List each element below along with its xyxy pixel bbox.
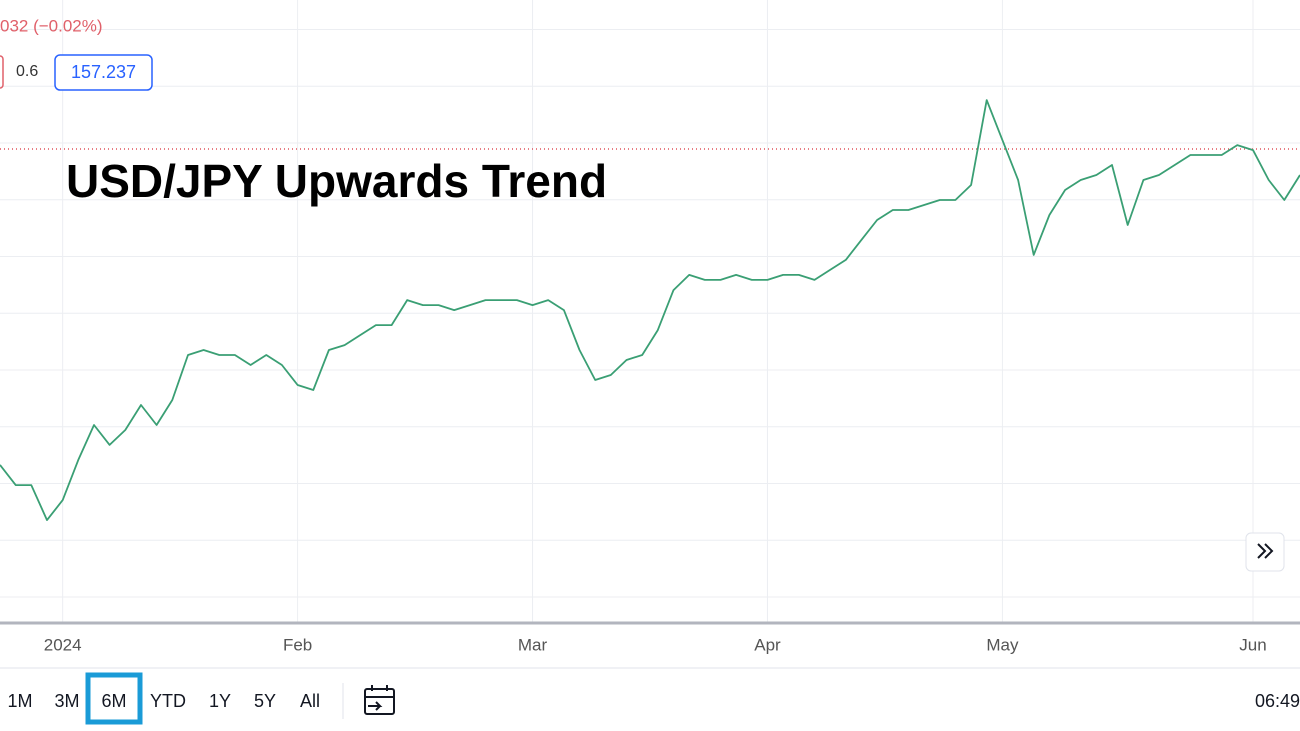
toolbar: 1M 3M 6M YTD 1Y 5Y All — [7, 672, 320, 725]
x-tick-label: Apr — [754, 635, 781, 654]
price-change: 032 (−0.02%) — [0, 16, 103, 35]
scroll-icon — [1257, 543, 1274, 559]
range-button[interactable]: All — [300, 691, 320, 711]
range-button[interactable]: 1Y — [209, 691, 231, 711]
x-tick-label: May — [986, 635, 1019, 654]
range-button[interactable]: 1M — [7, 691, 32, 711]
range-button[interactable]: 6M — [101, 691, 126, 711]
grid — [0, 0, 1300, 622]
calendar-icon — [364, 688, 395, 715]
price-line-series — [0, 99, 1300, 521]
x-tick-label: 2024 — [44, 635, 82, 654]
range-button[interactable]: 3M — [54, 691, 79, 711]
chart-title: USD/JPY Upwards Trend — [66, 155, 607, 207]
range-button[interactable]: 5Y — [254, 691, 276, 711]
last-price-label: 157.237 — [71, 62, 136, 82]
ask-box — [54, 54, 153, 91]
plot — [0, 99, 1300, 521]
x-tick-label: Jun — [1239, 635, 1266, 654]
spread: 0.6 — [16, 63, 38, 80]
selected-range-highlight — [85, 672, 143, 725]
calendar-icon — [368, 685, 388, 711]
range-button[interactable]: YTD — [150, 691, 186, 711]
clock: 06:49 — [1255, 691, 1300, 711]
bid-box — [0, 55, 4, 89]
goto-date-button[interactable] — [364, 685, 395, 715]
x-tick-label: Feb — [283, 635, 312, 654]
x-tick-label: Mar — [518, 635, 548, 654]
scroll-button[interactable] — [1245, 532, 1285, 572]
